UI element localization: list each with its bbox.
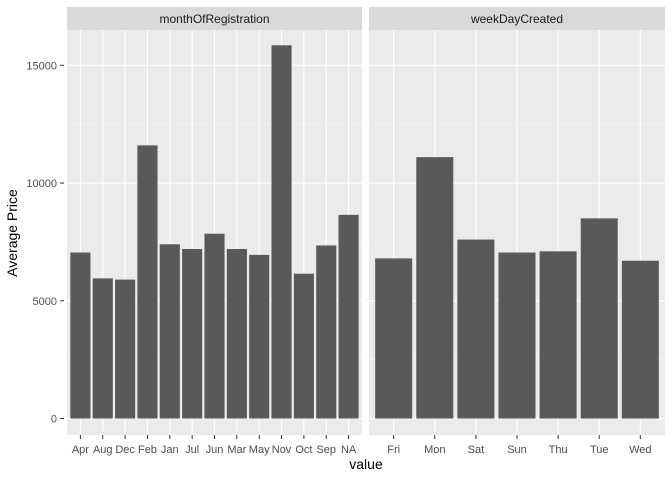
facet-panel-weekDayCreated: weekDayCreated Fri Mon Sat Sun Thu Tue Wed: [369, 7, 665, 456]
bar-Dec: [115, 279, 136, 419]
bar-May: [249, 254, 270, 419]
y-tick-label: 10000: [26, 178, 57, 190]
facet-strip-label: monthOfRegistration: [159, 12, 269, 26]
bar-Thu: [539, 251, 577, 419]
bar-Tue: [580, 218, 618, 419]
bar-Jan: [159, 244, 180, 419]
x-tick-label: Jan: [161, 444, 179, 456]
bar-Jul: [182, 248, 203, 419]
bar-Jun: [204, 233, 225, 419]
x-tick-label: Mar: [227, 444, 246, 456]
facet-strip: [369, 7, 665, 30]
y-tick-label: 0: [51, 414, 57, 426]
x-tick-label: May: [249, 444, 270, 456]
x-tick-label: Aug: [93, 444, 113, 456]
x-tick-label: Jul: [185, 444, 199, 456]
bar-Wed: [621, 260, 659, 419]
bar-Fri: [375, 258, 413, 419]
bar-Nov: [271, 45, 292, 419]
bar-Feb: [137, 145, 158, 419]
facet-strip-label: weekDayCreated: [470, 12, 563, 26]
x-tick-label: NA: [341, 444, 357, 456]
y-tick-label: 5000: [33, 296, 57, 308]
bar-Apr: [70, 252, 91, 419]
bar-Oct: [293, 273, 314, 419]
x-tick-label: Oct: [295, 444, 312, 456]
x-tick-label: Feb: [138, 444, 157, 456]
x-axis-title: value: [349, 456, 383, 472]
x-tick-label: Thu: [549, 444, 568, 456]
x-tick-label: Mon: [424, 444, 445, 456]
x-tick-label: Jun: [206, 444, 224, 456]
y-tick-label: 15000: [26, 60, 57, 72]
bar-Mar: [226, 248, 247, 419]
x-tick-label: Sep: [316, 444, 336, 456]
x-tick-label: Sat: [468, 444, 485, 456]
bar-Mon: [416, 157, 454, 419]
bar-Aug: [92, 278, 113, 419]
x-tick-label: Tue: [590, 444, 609, 456]
bar-NA: [338, 214, 359, 419]
bar-Sat: [457, 239, 495, 419]
x-tick-label: Nov: [272, 444, 292, 456]
facet-strip: [67, 7, 362, 30]
bar-Sep: [316, 245, 337, 419]
x-tick-label: Apr: [72, 444, 89, 456]
x-tick-label: Dec: [115, 444, 135, 456]
x-tick-label: Fri: [387, 444, 400, 456]
x-tick-label: Wed: [629, 444, 651, 456]
x-tick-label: Sun: [507, 444, 527, 456]
y-axis-title: Average Price: [4, 189, 20, 277]
facet-panel-monthOfRegistration: monthOfRegistration Apr Aug Dec Feb Jan Jul Jun…: [67, 7, 362, 456]
bar-Sun: [498, 252, 536, 419]
